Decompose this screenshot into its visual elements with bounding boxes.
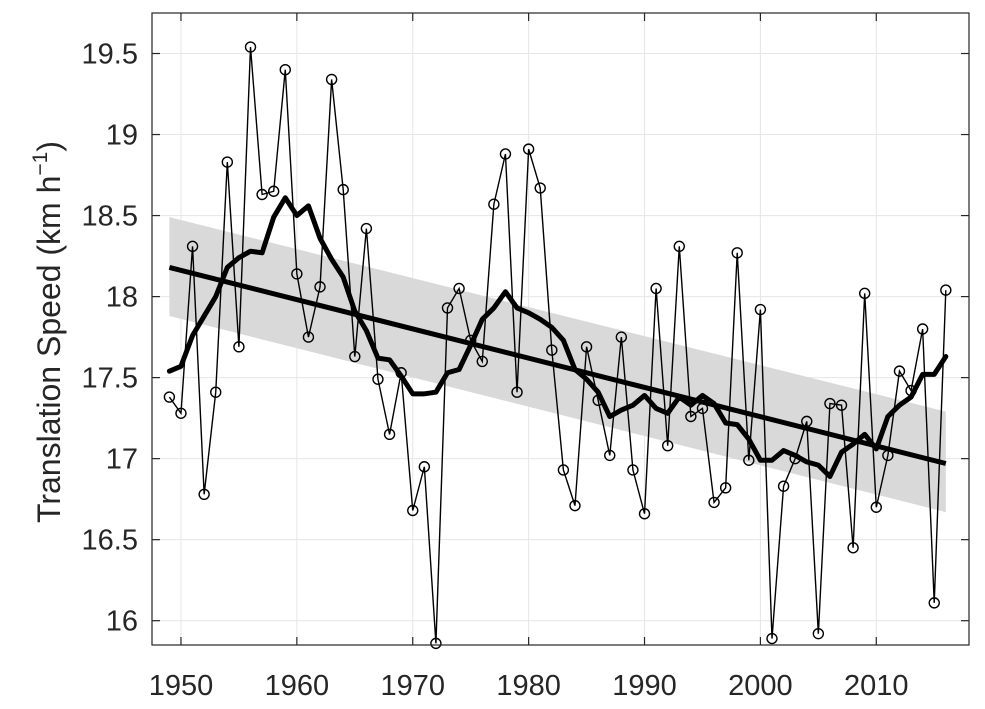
annual-data-point	[557, 464, 570, 476]
y-tick-label: 16.5	[82, 525, 138, 557]
x-tick-label: 1980	[496, 670, 561, 702]
annual-series-line	[168, 46, 947, 644]
annual-data-point	[233, 341, 245, 353]
annual-data-point	[210, 386, 222, 398]
y-tick-label: 18	[106, 282, 138, 314]
smoothed-series-line	[166, 195, 949, 479]
annual-data-point	[534, 182, 546, 194]
annual-data-point	[291, 268, 303, 280]
annual-data-point	[743, 454, 755, 466]
annual-data-point	[314, 281, 326, 293]
annual-data-point	[302, 331, 315, 343]
annual-data-point	[801, 415, 813, 428]
annual-data-point	[360, 222, 373, 235]
annual-data-point	[395, 367, 407, 379]
x-tick-label: 1970	[380, 670, 445, 702]
x-tick-label: 1960	[265, 670, 330, 702]
annual-data-point	[325, 73, 338, 86]
annual-data-point	[685, 410, 697, 423]
annual-data-point	[163, 391, 176, 403]
annual-data-point	[824, 397, 836, 410]
annual-data-point	[244, 41, 257, 53]
y-axis-label: Translation Speed (km h−1)	[29, 141, 67, 523]
annual-data-point	[476, 355, 488, 368]
annual-data-point	[905, 384, 917, 397]
annual-data-point	[430, 637, 442, 650]
annual-data-point	[546, 344, 558, 356]
annual-data-point	[418, 461, 431, 473]
annual-data-point	[279, 64, 291, 76]
annual-data-point	[488, 198, 500, 210]
annual-data-point	[592, 394, 604, 407]
annual-data-point	[928, 597, 940, 609]
annual-data-point	[638, 508, 651, 520]
y-tick-label: 18.5	[82, 201, 138, 233]
annual-data-point	[812, 627, 825, 640]
annual-data-point	[859, 287, 871, 300]
annual-data-point	[916, 323, 929, 335]
x-tick-label: 2010	[844, 670, 909, 702]
x-tick-label: 2000	[728, 670, 793, 702]
annual-data-point	[754, 303, 767, 316]
annual-data-point	[337, 183, 349, 196]
annual-data-point	[580, 341, 593, 353]
y-tick-label: 19	[106, 120, 138, 152]
linear-trend-line	[168, 264, 947, 466]
annual-data-point	[441, 302, 454, 314]
annual-data-point	[731, 247, 743, 259]
annual-data-point	[777, 480, 790, 492]
annual-data-point	[221, 156, 234, 168]
annual-data-point	[893, 365, 906, 377]
x-tick-label: 1990	[612, 670, 677, 702]
annual-data-point	[349, 350, 361, 363]
y-axis-label-close: )	[31, 141, 67, 152]
annual-data-point	[847, 542, 859, 554]
annual-data-point	[673, 240, 685, 253]
annual-data-point	[407, 504, 419, 517]
annual-data-point	[464, 334, 477, 347]
annual-data-point	[522, 143, 535, 155]
annual-data-point	[604, 449, 616, 462]
annual-data-point	[383, 428, 396, 441]
annual-data-point	[789, 452, 801, 465]
annual-data-point	[499, 148, 512, 160]
annual-data-point	[719, 482, 732, 494]
annual-data-point	[186, 240, 199, 253]
y-axis-label-superscript: −1	[29, 152, 52, 176]
annual-data-point	[267, 185, 280, 197]
y-tick-label: 16	[106, 606, 138, 638]
annual-data-point	[940, 284, 952, 296]
annual-data-point	[511, 386, 523, 398]
annual-data-point	[372, 373, 384, 385]
x-tick-label: 1950	[149, 670, 214, 702]
y-tick-label: 17.5	[82, 363, 138, 395]
annual-data-point	[696, 402, 709, 415]
annual-data-point	[615, 331, 628, 343]
y-axis-label-text: Translation Speed (km h	[31, 176, 67, 523]
annual-data-point	[198, 488, 210, 500]
annual-data-point	[708, 496, 720, 509]
axis-ticks: 1950 1960 1970 1980 1990 2000 2010 16 16.5 17 17.5…	[82, 13, 969, 702]
annual-data-point	[835, 399, 848, 411]
annual-data-point	[882, 449, 894, 462]
annual-data-point	[870, 501, 882, 513]
annual-data-point	[766, 632, 778, 645]
annual-data-point	[569, 499, 581, 512]
y-tick-label: 19.5	[82, 39, 138, 71]
annual-data-point	[453, 282, 465, 295]
annual-data-point	[627, 464, 639, 476]
annual-data-point	[650, 282, 662, 295]
annual-data-point	[256, 188, 268, 201]
annual-data-point	[661, 439, 674, 452]
y-tick-label: 17	[106, 444, 138, 476]
data-series	[163, 41, 952, 650]
plot-area-border	[151, 12, 970, 646]
annual-data-point	[175, 407, 187, 419]
